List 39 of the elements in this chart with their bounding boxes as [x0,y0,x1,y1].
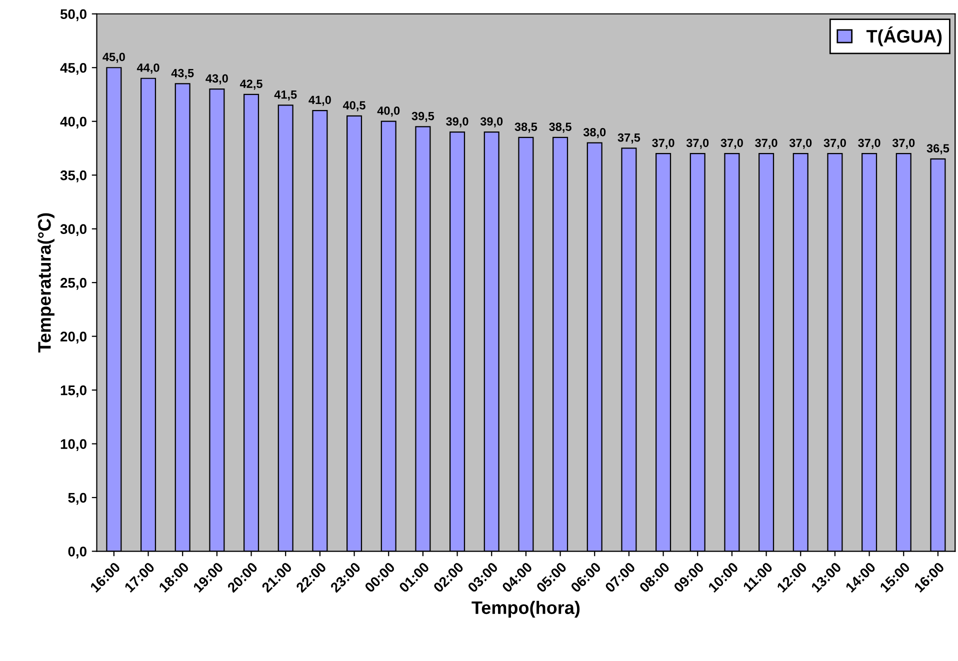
data-label: 38,0 [583,128,606,138]
y-tick-label: 5,0 [68,492,86,505]
data-label: 45,0 [102,52,125,63]
y-tick-label: 15,0 [60,385,86,398]
y-tick-label: 30,0 [60,224,86,236]
y-tick-label: 0,0 [68,546,86,558]
y-axis-title: Temperatura(°C) [38,213,54,353]
data-label: 43,0 [206,74,228,84]
y-tick-label: 20,0 [60,332,86,344]
data-label: 41,0 [308,96,331,106]
data-label: 37,0 [824,138,846,149]
data-label: 39,0 [480,117,503,128]
data-label: 37,0 [858,138,880,149]
data-label: 37,0 [755,138,778,149]
data-label: 37,0 [652,138,674,149]
y-tick-label: 35,0 [60,170,86,182]
data-label: 41,5 [274,90,297,100]
data-label: 40,0 [377,106,400,117]
data-label: 37,0 [720,138,743,149]
data-label: 39,0 [446,117,468,128]
data-label: 40,5 [342,101,366,112]
data-label: 42,5 [240,80,262,90]
data-label: 39,5 [412,112,434,122]
y-tick-label: 45,0 [60,62,86,75]
data-label: 37,0 [789,138,812,149]
data-label: 38,5 [514,122,538,133]
x-axis-title: Tempo(hora) [472,600,580,618]
y-tick-label: 25,0 [60,278,86,290]
data-label: 37,0 [686,138,709,149]
data-label: 44,0 [136,64,160,74]
legend-label: T(ÁGUA) [866,26,942,46]
y-tick-label: 10,0 [60,439,86,451]
data-label: 43,5 [171,68,194,79]
y-tick-label: 40,0 [60,116,86,129]
data-label: 36,5 [926,144,950,154]
data-label: 38,5 [549,122,572,133]
y-tick-label: 50,0 [60,9,86,22]
data-label: 37,5 [618,133,640,144]
data-label: 37,0 [892,138,915,149]
